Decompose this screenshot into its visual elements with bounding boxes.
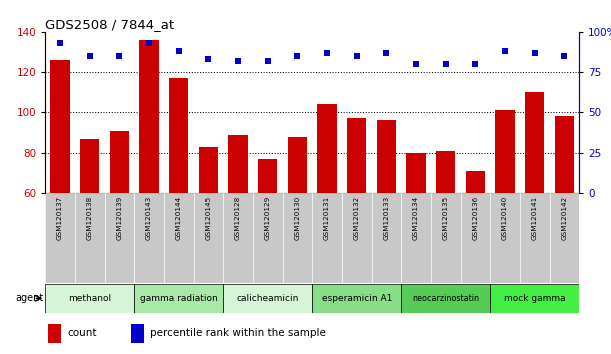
Bar: [80, 138, 100, 314]
Bar: [490, 193, 520, 283]
Text: calicheamicin: calicheamicin: [236, 294, 299, 303]
Text: GSM120143: GSM120143: [146, 196, 152, 240]
Bar: [347, 119, 367, 314]
Text: GSM120145: GSM120145: [205, 196, 211, 240]
Bar: [490, 284, 579, 313]
Point: [530, 50, 540, 56]
Bar: [317, 104, 337, 314]
Bar: [223, 193, 253, 283]
Text: GSM120132: GSM120132: [354, 196, 360, 240]
Bar: [194, 193, 223, 283]
Point: [85, 53, 95, 59]
Point: [470, 61, 480, 67]
Text: GSM120137: GSM120137: [57, 196, 63, 240]
Point: [114, 53, 124, 59]
Text: agent: agent: [15, 293, 44, 303]
Text: gamma radiation: gamma radiation: [140, 294, 218, 303]
Bar: [104, 193, 134, 283]
Text: GSM120142: GSM120142: [562, 196, 568, 240]
Bar: [436, 151, 455, 314]
Text: GSM120130: GSM120130: [295, 196, 301, 240]
Bar: [466, 171, 485, 314]
Text: esperamicin A1: esperamicin A1: [321, 294, 392, 303]
Text: GSM120128: GSM120128: [235, 196, 241, 240]
Bar: [134, 284, 223, 313]
Bar: [312, 193, 342, 283]
Bar: [48, 324, 61, 343]
Bar: [288, 137, 307, 314]
Bar: [342, 193, 371, 283]
Point: [293, 53, 302, 59]
Bar: [401, 193, 431, 283]
Bar: [549, 193, 579, 283]
Text: percentile rank within the sample: percentile rank within the sample: [150, 328, 326, 338]
Point: [500, 48, 510, 54]
Bar: [496, 110, 514, 314]
Text: GSM120133: GSM120133: [383, 196, 389, 240]
Bar: [282, 193, 312, 283]
Bar: [229, 135, 247, 314]
Text: methanol: methanol: [68, 294, 111, 303]
Text: mock gamma: mock gamma: [504, 294, 566, 303]
Point: [381, 50, 391, 56]
Bar: [169, 78, 188, 314]
Point: [144, 40, 154, 46]
Bar: [164, 193, 194, 283]
Bar: [253, 193, 282, 283]
Bar: [45, 284, 134, 313]
Bar: [406, 153, 426, 314]
Point: [263, 58, 273, 64]
Bar: [461, 193, 490, 283]
Bar: [377, 120, 396, 314]
Bar: [525, 92, 544, 314]
Text: GSM120135: GSM120135: [443, 196, 448, 240]
Text: GSM120140: GSM120140: [502, 196, 508, 240]
Point: [55, 40, 65, 46]
Bar: [50, 60, 70, 314]
Bar: [312, 284, 401, 313]
Bar: [371, 193, 401, 283]
Point: [441, 61, 450, 67]
Bar: [45, 193, 75, 283]
Point: [322, 50, 332, 56]
Bar: [555, 116, 574, 314]
Point: [203, 56, 213, 62]
Bar: [139, 40, 159, 314]
Bar: [131, 324, 144, 343]
Text: GSM120144: GSM120144: [176, 196, 181, 240]
Text: GSM120134: GSM120134: [413, 196, 419, 240]
Text: GSM120136: GSM120136: [472, 196, 478, 240]
Point: [352, 53, 362, 59]
Bar: [258, 159, 277, 314]
Bar: [431, 193, 461, 283]
Bar: [110, 131, 129, 314]
Text: GSM120141: GSM120141: [532, 196, 538, 240]
Text: GSM120131: GSM120131: [324, 196, 330, 240]
Text: neocarzinostatin: neocarzinostatin: [412, 294, 479, 303]
Point: [174, 48, 183, 54]
Text: GSM120138: GSM120138: [87, 196, 93, 240]
Text: GSM120129: GSM120129: [265, 196, 271, 240]
Text: GSM120139: GSM120139: [116, 196, 122, 240]
Bar: [223, 284, 312, 313]
Bar: [520, 193, 549, 283]
Point: [411, 61, 421, 67]
Point: [560, 53, 569, 59]
Bar: [199, 147, 218, 314]
Text: GDS2508 / 7844_at: GDS2508 / 7844_at: [45, 18, 174, 31]
Bar: [134, 193, 164, 283]
Bar: [401, 284, 490, 313]
Text: count: count: [68, 328, 97, 338]
Bar: [75, 193, 104, 283]
Point: [233, 58, 243, 64]
